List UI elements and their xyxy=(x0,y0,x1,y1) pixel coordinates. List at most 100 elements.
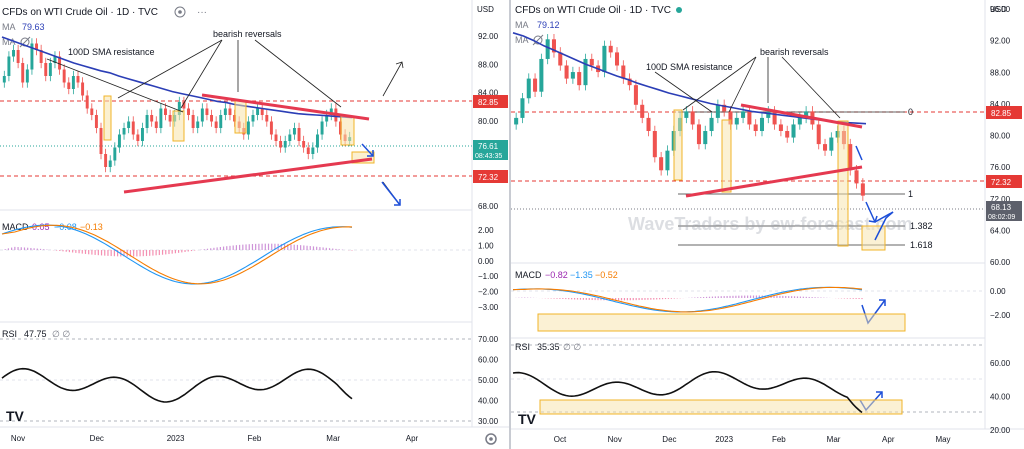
candle xyxy=(602,45,607,73)
projection-arrow xyxy=(382,61,403,97)
macd-line xyxy=(1,224,353,285)
macd-label[interactable]: MACD xyxy=(515,270,542,280)
more-icon[interactable]: ··· xyxy=(197,7,207,18)
candle xyxy=(520,98,525,118)
candle xyxy=(99,128,103,154)
axis-tick-label: 64.00 xyxy=(990,226,1011,235)
candle xyxy=(659,157,664,171)
candle xyxy=(150,115,154,122)
time-axis[interactable]: Oct Nov Dec 2023 Feb Mar Apr May xyxy=(554,435,951,444)
candle xyxy=(191,115,195,128)
candle xyxy=(526,78,531,99)
candle xyxy=(551,39,556,53)
tradingview-logo[interactable]: TV xyxy=(518,411,537,427)
ma2-label[interactable]: MA xyxy=(2,37,16,47)
axis-tick-label: 60.00 xyxy=(990,359,1011,368)
signal-line xyxy=(512,286,863,313)
pointer-arrow xyxy=(254,39,342,108)
fib-label-1: 1 xyxy=(908,189,913,199)
axis-tick-label: 70.00 xyxy=(478,335,499,344)
macd-label[interactable]: MACD xyxy=(2,222,29,232)
candle xyxy=(747,111,752,125)
candle xyxy=(48,63,52,76)
gear-icon[interactable] xyxy=(485,433,497,445)
axis-tick-label: 20.00 xyxy=(990,426,1011,435)
down-arrow xyxy=(855,145,863,161)
time-tick-label: Feb xyxy=(248,434,262,443)
candle xyxy=(759,117,765,131)
axis-tick-label: −1.00 xyxy=(478,272,499,281)
macd-axis[interactable]: 0.00 −2.00 xyxy=(990,287,1011,320)
currency-label: USD xyxy=(990,5,1007,14)
candle xyxy=(39,50,43,63)
macd-value-2: −1.35 xyxy=(570,270,593,280)
arrowhead-icon xyxy=(394,199,401,206)
candle xyxy=(251,115,255,122)
candle xyxy=(2,76,6,83)
rsi-label[interactable]: RSI xyxy=(515,342,530,352)
ma-label[interactable]: MA xyxy=(2,22,16,32)
time-tick-label: Apr xyxy=(882,435,895,444)
candle xyxy=(182,102,186,109)
candle xyxy=(71,76,75,89)
axis-tick-label: −2.00 xyxy=(478,288,499,297)
candle xyxy=(288,134,292,141)
axis-tick-label: 68.00 xyxy=(478,202,499,211)
countdown-text: 08:02:09 xyxy=(988,214,1015,221)
axis-tick-label: 0.00 xyxy=(990,287,1006,296)
candle xyxy=(665,150,670,171)
candle xyxy=(684,111,689,118)
rsi-axis[interactable]: 60.00 40.00 20.00 xyxy=(990,359,1011,435)
highlight-box xyxy=(721,119,732,193)
candle xyxy=(16,50,20,63)
highlight-box xyxy=(673,109,683,181)
ma-label[interactable]: MA xyxy=(515,20,529,30)
candle xyxy=(302,141,306,148)
time-axis[interactable]: Nov Dec 2023 Feb Mar Apr xyxy=(11,434,419,443)
candle xyxy=(854,170,859,184)
ma2-label[interactable]: MA xyxy=(515,35,529,45)
price-axis[interactable]: 96.00 92.00 88.00 84.00 80.00 76.00 72.00 64.00… xyxy=(990,5,1011,267)
candle xyxy=(608,45,613,53)
eye-icon[interactable] xyxy=(174,6,186,18)
candle xyxy=(223,108,227,115)
candle xyxy=(728,111,733,125)
candle xyxy=(21,63,25,83)
candle xyxy=(265,115,269,122)
candle xyxy=(640,104,645,118)
candle xyxy=(778,124,783,131)
highlight-box xyxy=(234,100,247,134)
axis-tick-label: 80.00 xyxy=(478,117,499,126)
countdown-text: 08:43:35 xyxy=(475,153,502,160)
macd-value-1: 0.05 xyxy=(32,222,50,232)
reversal-annotation: bearish reversals xyxy=(213,29,282,39)
time-tick-label: 2023 xyxy=(167,434,185,443)
candle xyxy=(583,58,588,86)
candle xyxy=(741,111,746,118)
rsi-settings-icon[interactable]: ∅ ∅ xyxy=(52,329,70,339)
symbol-title[interactable]: CFDs on WTI Crude Oil · 1D · TVC xyxy=(2,7,158,18)
tradingview-logo[interactable]: TV xyxy=(6,408,25,424)
sma-pointer-arrow xyxy=(654,71,713,113)
candle xyxy=(200,108,204,122)
candle xyxy=(514,117,519,125)
down-arrow xyxy=(865,201,876,223)
resistance-badge-text: 82.85 xyxy=(478,98,499,107)
rsi-axis[interactable]: 70.00 60.00 50.00 40.00 30.00 xyxy=(478,335,499,426)
symbol-title[interactable]: CFDs on WTI Crude Oil · 1D · TVC xyxy=(515,5,671,16)
macd-axis[interactable]: 2.00 1.00 0.00 −1.00 −2.00 −3.00 xyxy=(478,226,499,312)
time-tick-label: Mar xyxy=(827,435,841,444)
sma-pointer-arrow xyxy=(46,58,184,113)
rsi-settings-icon[interactable]: ∅ ∅ xyxy=(563,342,581,352)
rsi-label[interactable]: RSI xyxy=(2,329,17,339)
arrowhead-icon xyxy=(876,391,883,398)
candle xyxy=(709,117,714,131)
descending-trendline xyxy=(201,93,370,121)
time-tick-label: Mar xyxy=(326,434,340,443)
sma-annotation: 100D SMA resistance xyxy=(68,47,155,57)
candle xyxy=(577,72,582,86)
macd-value-1: −0.82 xyxy=(545,270,568,280)
candle xyxy=(703,131,708,145)
candle xyxy=(292,128,296,135)
support-badge-text: 72.32 xyxy=(478,173,499,182)
